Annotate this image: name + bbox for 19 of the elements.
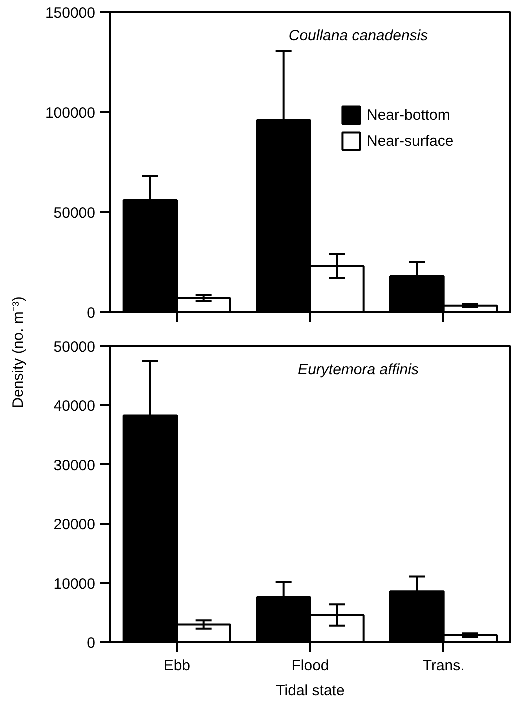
x-tick-label: Ebb	[164, 658, 191, 674]
y-tick-label: 40000	[54, 398, 96, 416]
y-tick-label: 10000	[54, 576, 96, 593]
y-tick-label: 100000	[45, 105, 96, 122]
y-axis-title: Density (no. m⁻³)	[10, 296, 27, 408]
y-tick-label: 0	[87, 305, 96, 322]
x-tick-label: Trans.	[422, 658, 465, 674]
y-tick-label: 0	[87, 635, 96, 652]
legend-label: Near-surface	[367, 132, 454, 150]
y-tick-label: 50000	[54, 205, 96, 222]
y-tick-label: 30000	[54, 457, 96, 474]
text: Eurytemora affinis	[298, 362, 420, 378]
legend-label: Near-bottom	[367, 106, 450, 124]
y-tick-label: 20000	[54, 516, 96, 534]
y-tick-label: 50000	[54, 339, 96, 356]
text: Coullana canadensis	[288, 28, 429, 44]
y-tick-label: 150000	[45, 5, 96, 22]
x-axis-title: Tidal state	[276, 682, 345, 700]
x-tick-label: Flood	[292, 658, 330, 674]
